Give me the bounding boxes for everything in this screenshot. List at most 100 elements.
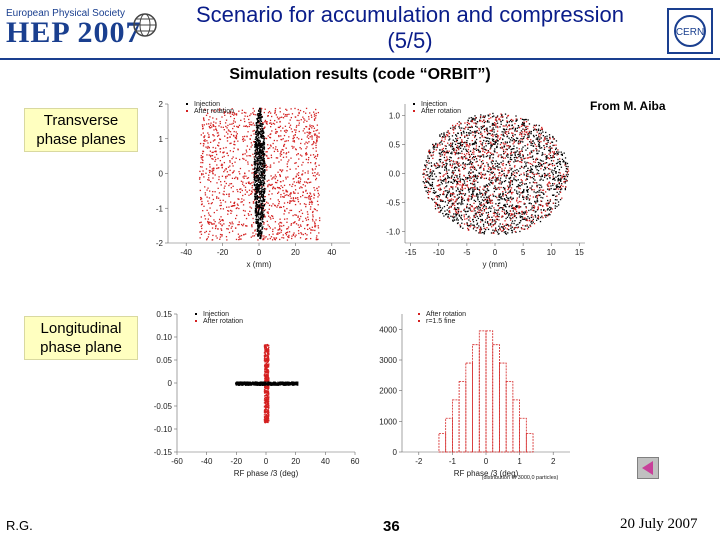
data-point	[273, 123, 276, 125]
data-point	[484, 120, 487, 123]
data-point	[519, 133, 521, 136]
data-point	[507, 124, 510, 127]
data-point	[480, 120, 482, 122]
data-point	[213, 125, 215, 127]
data-point	[241, 183, 244, 185]
data-point	[286, 115, 288, 117]
data-point	[471, 197, 473, 199]
data-point	[460, 192, 462, 195]
data-point	[218, 134, 220, 136]
data-point	[261, 212, 263, 214]
data-point	[468, 153, 470, 155]
x-tick-label: 0	[493, 248, 498, 257]
data-point	[267, 212, 269, 215]
data-point	[242, 136, 244, 138]
data-point	[505, 164, 507, 166]
data-point	[306, 196, 308, 199]
data-point	[294, 134, 296, 136]
data-point	[299, 146, 301, 149]
data-point	[480, 228, 483, 230]
data-point	[506, 126, 508, 128]
data-point	[432, 144, 435, 146]
data-point	[257, 223, 259, 226]
data-point	[557, 188, 560, 190]
data-point	[513, 147, 515, 150]
data-point	[546, 142, 548, 145]
data-point	[494, 134, 496, 136]
data-point	[525, 183, 527, 185]
data-point	[435, 203, 437, 205]
data-point	[521, 184, 523, 186]
data-point	[546, 166, 548, 169]
data-point	[235, 207, 237, 210]
data-point	[449, 163, 451, 165]
data-point	[489, 169, 492, 171]
data-point	[486, 221, 489, 223]
data-point	[289, 119, 291, 121]
data-point	[259, 146, 261, 149]
data-point	[200, 198, 203, 200]
data-point	[200, 225, 202, 228]
data-point	[549, 137, 551, 139]
data-point	[540, 147, 543, 149]
data-point	[305, 158, 308, 161]
data-point	[461, 222, 463, 224]
data-point	[431, 185, 434, 187]
legend-entry: Injection	[194, 101, 220, 108]
data-point	[216, 164, 218, 166]
data-point	[293, 141, 296, 143]
data-point	[551, 151, 554, 153]
data-point	[511, 154, 513, 156]
data-point	[491, 202, 494, 204]
data-point	[556, 152, 558, 155]
data-point	[281, 236, 283, 239]
data-point	[443, 205, 446, 208]
data-point	[505, 148, 507, 151]
data-point	[296, 181, 298, 184]
data-point	[292, 140, 294, 142]
data-point	[263, 221, 265, 224]
data-point	[278, 135, 280, 138]
data-point	[540, 189, 542, 191]
data-point	[217, 187, 219, 190]
data-point	[269, 144, 272, 146]
data-point	[481, 218, 483, 221]
data-point	[517, 185, 519, 188]
data-point	[471, 205, 474, 208]
data-point	[506, 154, 508, 156]
data-point	[262, 148, 264, 150]
data-point	[209, 116, 211, 118]
data-point	[294, 214, 296, 216]
data-point	[474, 117, 477, 119]
data-point	[272, 230, 274, 233]
data-point	[524, 161, 526, 163]
data-point	[275, 114, 278, 116]
data-point	[489, 194, 492, 196]
data-point	[515, 210, 518, 213]
data-point	[511, 214, 513, 216]
data-point	[241, 198, 243, 200]
data-point	[311, 136, 313, 138]
data-point	[278, 223, 280, 225]
data-point	[309, 125, 311, 128]
data-point	[319, 219, 321, 222]
data-point	[499, 138, 501, 140]
data-point	[261, 168, 263, 170]
data-point	[316, 200, 319, 202]
data-point	[523, 167, 525, 169]
data-point	[455, 215, 457, 217]
data-point	[493, 173, 496, 175]
data-point	[523, 133, 525, 135]
data-point	[274, 221, 277, 223]
data-point	[277, 126, 280, 129]
data-point	[453, 180, 456, 182]
data-point	[221, 224, 223, 226]
data-point	[237, 198, 239, 200]
data-point	[446, 193, 448, 196]
data-point	[500, 197, 502, 200]
data-point	[264, 203, 267, 205]
data-point	[525, 210, 527, 212]
data-point	[548, 157, 551, 160]
data-point	[471, 163, 473, 166]
data-point	[261, 131, 263, 133]
